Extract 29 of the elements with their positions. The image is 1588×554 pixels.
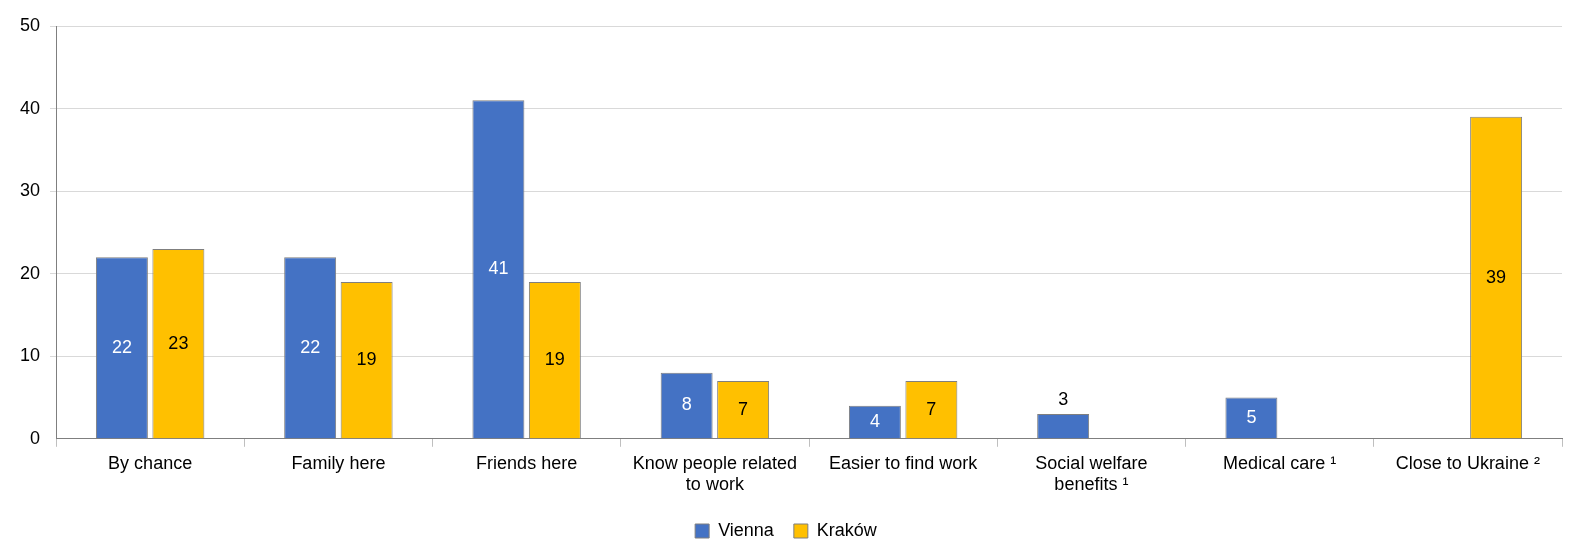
data-label: 23 [168, 332, 189, 353]
legend-label: Vienna [718, 519, 775, 540]
data-label: 7 [926, 398, 937, 419]
data-label: 3 [1058, 389, 1069, 409]
y-tick-label: 30 [19, 180, 41, 201]
data-label: 22 [111, 336, 132, 357]
data-label: 5 [1246, 406, 1257, 427]
data-label: 22 [300, 336, 321, 357]
x-tick-label: By chance [108, 452, 193, 473]
x-tick-label: Family here [291, 452, 386, 473]
y-tick-label: 0 [30, 427, 41, 448]
data-label: 8 [681, 394, 692, 415]
y-tick-label: 10 [19, 345, 41, 366]
y-tick-label: 50 [19, 14, 41, 35]
y-tick-label: 40 [19, 97, 41, 118]
x-tick-label: Friends here [476, 452, 578, 473]
y-tick-label: 20 [19, 262, 41, 283]
x-tick-label: Medical care ¹ [1223, 452, 1337, 473]
x-tick-label: Easier to find work [829, 452, 979, 473]
x-tick-label: Social welfare benefits ¹ [1035, 452, 1148, 495]
data-label: 39 [1486, 266, 1507, 287]
data-label: 41 [488, 258, 509, 279]
legend-label: Kraków [816, 519, 878, 540]
x-tick-label: Know people related to work [632, 452, 797, 495]
data-label: 19 [356, 349, 377, 370]
data-label: 19 [544, 349, 565, 370]
x-tick-label: Close to Ukraine ² [1395, 452, 1540, 473]
data-label: 4 [869, 411, 880, 432]
data-label: 7 [738, 398, 749, 419]
